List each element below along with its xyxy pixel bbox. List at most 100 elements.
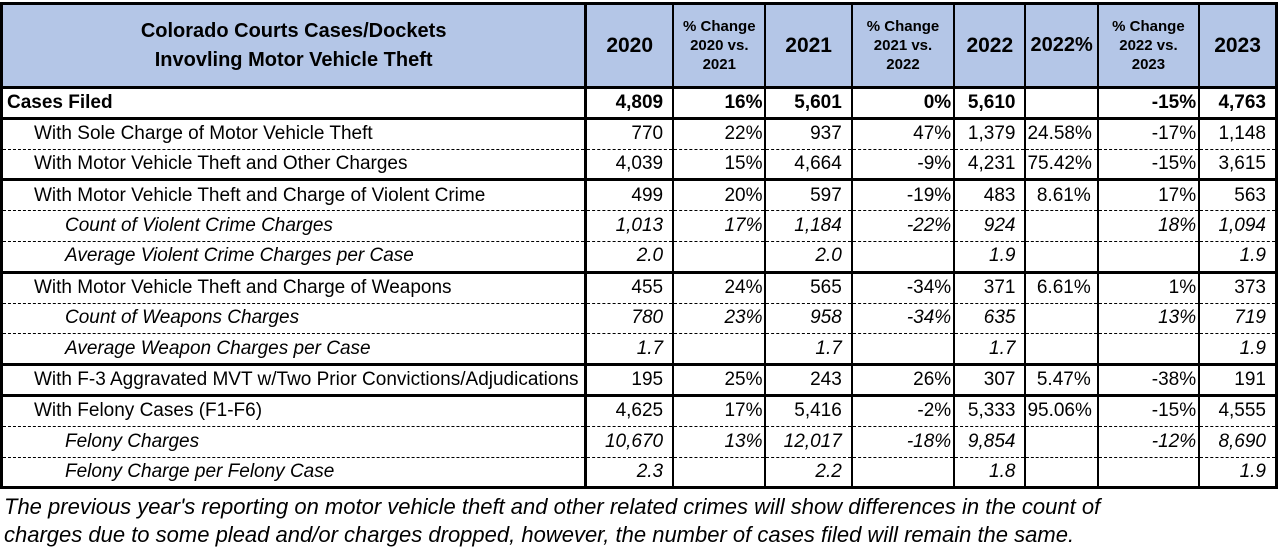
cell-value: 23% xyxy=(672,302,766,334)
row-label: Count of Violent Crime Charges xyxy=(1,210,586,242)
cell-value: 4,809 xyxy=(584,86,674,119)
cell-value: 1.7 xyxy=(584,333,674,365)
column-header-2023: 2023 xyxy=(1198,3,1277,89)
cell-value: 499 xyxy=(584,178,674,211)
cell-value: 1% xyxy=(1096,270,1200,304)
cell-value: -15% xyxy=(1096,393,1200,427)
column-header-pct-change-2021-2022: % Change 2021 vs. 2022 xyxy=(850,3,955,89)
column-header-pct-change-2022-2023: % Change 2022 vs. 2023 xyxy=(1096,3,1200,89)
row-label: Average Violent Crime Charges per Case xyxy=(1,240,586,273)
cell-value: -34% xyxy=(850,302,955,334)
cell-value: 4,231 xyxy=(953,148,1026,180)
cell-value xyxy=(1024,86,1098,119)
cell-value: 635 xyxy=(953,302,1026,334)
table-row: Count of Violent Crime Charges 1,013 17% 1,… xyxy=(1,210,1277,242)
cell-value xyxy=(1024,333,1098,365)
cell-value: 373 xyxy=(1198,270,1277,304)
cell-value: 9,854 xyxy=(953,425,1026,458)
cell-value: 191 xyxy=(1198,363,1277,396)
table-row: Count of Weapons Charges 780 23% 958 -34% 635… xyxy=(1,302,1277,334)
row-label: With Motor Vehicle Theft and Charge of V… xyxy=(1,178,586,211)
cell-value: 13% xyxy=(672,425,766,458)
table-row: With Motor Vehicle Theft and Charge of W… xyxy=(1,270,1277,304)
cell-value xyxy=(1096,456,1200,488)
column-header-2020: 2020 xyxy=(584,3,674,89)
cell-value: 24.58% xyxy=(1024,116,1098,150)
cell-value: 8,690 xyxy=(1198,425,1277,458)
cell-value: 10,670 xyxy=(584,425,674,458)
cell-value: 5,601 xyxy=(764,86,852,119)
cell-value: 455 xyxy=(584,270,674,304)
footnote: The previous year's reporting on motor v… xyxy=(4,494,1101,548)
cell-value: 2.2 xyxy=(764,456,852,488)
cell-value: 26% xyxy=(850,363,955,396)
cell-value: 4,763 xyxy=(1198,86,1277,119)
column-header-2022-pct: 2022% xyxy=(1024,3,1098,89)
cell-value: -2% xyxy=(850,393,955,427)
cell-value: 4,625 xyxy=(584,393,674,427)
cell-value: 17% xyxy=(1096,178,1200,211)
cell-value: -34% xyxy=(850,270,955,304)
cell-value: 0% xyxy=(850,86,955,119)
cell-value: 1,184 xyxy=(764,210,852,242)
row-label: With Sole Charge of Motor Vehicle Theft xyxy=(1,116,586,150)
column-header-2021: 2021 xyxy=(764,3,852,89)
cell-value: 1.7 xyxy=(764,333,852,365)
mvt-cases-table: Colorado Courts Cases/Dockets Invovling … xyxy=(0,2,1278,490)
cell-value xyxy=(672,240,766,273)
cell-value: 1.9 xyxy=(1198,333,1277,365)
cell-value xyxy=(1096,333,1200,365)
cell-value: 95.06% xyxy=(1024,393,1098,427)
cell-value: -9% xyxy=(850,148,955,180)
cell-value: 47% xyxy=(850,116,955,150)
cell-value: 4,555 xyxy=(1198,393,1277,427)
cell-value: 6.61% xyxy=(1024,270,1098,304)
cell-value: 16% xyxy=(672,86,766,119)
cell-value: 17% xyxy=(672,393,766,427)
cell-value: 20% xyxy=(672,178,766,211)
cell-value: 18% xyxy=(1096,210,1200,242)
cell-value: 597 xyxy=(764,178,852,211)
table-body: Cases Filed 4,809 16% 5,601 0% 5,610 -15% 4,763… xyxy=(1,86,1277,488)
table-row: Felony Charges 10,670 13% 12,017 -18% 9,854 -1… xyxy=(1,425,1277,458)
cell-value: 13% xyxy=(1096,302,1200,334)
cell-value: 563 xyxy=(1198,178,1277,211)
cell-value: 1,148 xyxy=(1198,116,1277,150)
cell-value: 5,610 xyxy=(953,86,1026,119)
cell-value: 4,039 xyxy=(584,148,674,180)
cell-value: 5,333 xyxy=(953,393,1026,427)
cell-value: 2.0 xyxy=(584,240,674,273)
cell-value: 565 xyxy=(764,270,852,304)
cell-value: -17% xyxy=(1096,116,1200,150)
cell-value xyxy=(1024,210,1098,242)
cell-value: 1,013 xyxy=(584,210,674,242)
cell-value: 4,664 xyxy=(764,148,852,180)
table-row: With Motor Vehicle Theft and Other Charg… xyxy=(1,148,1277,180)
cell-value: 5.47% xyxy=(1024,363,1098,396)
cell-value: 5,416 xyxy=(764,393,852,427)
cell-value: 958 xyxy=(764,302,852,334)
cell-value: 25% xyxy=(672,363,766,396)
cell-value: 24% xyxy=(672,270,766,304)
row-label: Felony Charge per Felony Case xyxy=(1,456,586,488)
row-label: Cases Filed xyxy=(1,86,586,119)
cell-value xyxy=(1024,456,1098,488)
cell-value: 1,094 xyxy=(1198,210,1277,242)
cell-value: -12% xyxy=(1096,425,1200,458)
cell-value xyxy=(1024,425,1098,458)
row-label: Felony Charges xyxy=(1,425,586,458)
cell-value: -22% xyxy=(850,210,955,242)
cell-value: 75.42% xyxy=(1024,148,1098,180)
cell-value: 937 xyxy=(764,116,852,150)
cell-value: 1.7 xyxy=(953,333,1026,365)
table-row: Cases Filed 4,809 16% 5,601 0% 5,610 -15% 4,763 xyxy=(1,86,1277,119)
cell-value: 1.8 xyxy=(953,456,1026,488)
table-title: Colorado Courts Cases/Dockets Invovling … xyxy=(1,3,586,89)
cell-value: 719 xyxy=(1198,302,1277,334)
cell-value xyxy=(850,456,955,488)
cell-value: 1.9 xyxy=(953,240,1026,273)
cell-value: 1.9 xyxy=(1198,456,1277,488)
row-label: With Motor Vehicle Theft and Other Charg… xyxy=(1,148,586,180)
column-header-pct-change-2020-2021: % Change 2020 vs. 2021 xyxy=(672,3,766,89)
table-row: With Motor Vehicle Theft and Charge of V… xyxy=(1,178,1277,211)
